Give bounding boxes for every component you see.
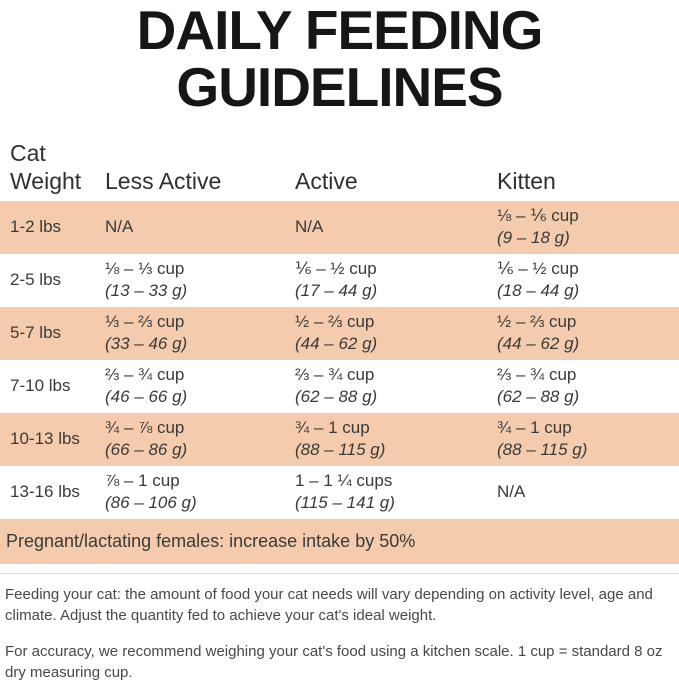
feeding-cell-kitten: N/A (497, 481, 679, 503)
cups-value: ⅔ – ¾ cup (105, 365, 185, 385)
footer-note-feeding: Feeding your cat: the amount of food you… (5, 585, 653, 624)
feeding-cell-kitten: ⅙ – ½ cup (18 – 44 g) (497, 258, 679, 302)
table-row-13-16-lbs: 13-16 lbs ⅞ – 1 cup (86 – 106 g) 1 – 1 ¼… (0, 466, 679, 519)
cups-value: ⅞ – 1 cup (105, 471, 180, 491)
grams-value: (115 – 141 g) (295, 493, 395, 513)
cups-value: ¾ – 1 cup (295, 418, 370, 438)
table-row-1-2-lbs: 1-2 lbs N/A N/A ⅛ – ⅙ cup (9 – 18 g) (0, 200, 679, 254)
cups-value: ¾ – ⅞ cup (105, 418, 185, 438)
grams-value: (88 – 115 g) (295, 440, 386, 460)
grams-value: (44 – 62 g) (497, 334, 580, 354)
feeding-cell-kitten: ⅔ – ¾ cup (62 – 88 g) (497, 364, 679, 408)
cups-value: N/A (497, 482, 526, 502)
feeding-cell-less-active: ⅔ – ¾ cup (46 – 66 g) (105, 364, 295, 408)
feeding-cell-active: ½ – ⅔ cup (44 – 62 g) (295, 311, 497, 355)
header-active: Active (295, 167, 358, 194)
cups-value: ¾ – 1 cup (497, 418, 572, 438)
pregnancy-note-row: Pregnant/lactating females: increase int… (0, 518, 679, 564)
cups-value: ⅛ – ⅓ cup (105, 259, 185, 279)
grams-value: (33 – 46 g) (105, 334, 188, 354)
page-title: DAILY FEEDING GUIDELINES (0, 0, 679, 116)
grams-value: (18 – 44 g) (497, 281, 580, 301)
feeding-cell-active: ⅙ – ½ cup (17 – 44 g) (295, 258, 497, 302)
table-row-7-10-lbs: 7-10 lbs ⅔ – ¾ cup (46 – 66 g) ⅔ – ¾ cup… (0, 360, 679, 413)
pregnancy-note-text: Pregnant/lactating females: increase int… (6, 530, 416, 551)
feeding-cell-active: ⅔ – ¾ cup (62 – 88 g) (295, 364, 497, 408)
feeding-cell-active: ¾ – 1 cup (88 – 115 g) (295, 417, 497, 461)
cups-value: ½ – ⅔ cup (295, 312, 375, 332)
divider-line (0, 572, 679, 574)
grams-value: (66 – 86 g) (105, 440, 188, 460)
grams-value: (9 – 18 g) (497, 228, 570, 248)
table-row-2-5-lbs: 2-5 lbs ⅛ – ⅓ cup (13 – 33 g) ⅙ – ½ cup … (0, 254, 679, 307)
grams-value: (17 – 44 g) (295, 281, 378, 301)
feeding-cell-less-active: ¾ – ⅞ cup (66 – 86 g) (105, 417, 295, 461)
header-cat-weight: Cat Weight (10, 140, 82, 194)
footer-note-accuracy: For accuracy, we recommend weighing your… (5, 642, 663, 681)
grams-value: (13 – 33 g) (105, 281, 188, 301)
grams-value: (88 – 115 g) (497, 440, 588, 460)
grams-value: (86 – 106 g) (105, 493, 197, 513)
page-title-line-2: GUIDELINES (176, 56, 503, 119)
grams-value: (46 – 66 g) (105, 387, 188, 407)
cups-value: N/A (105, 217, 134, 237)
header-less-active: Less Active (105, 167, 222, 194)
grams-value: (62 – 88 g) (295, 387, 378, 407)
weight-label: 13-16 lbs (10, 482, 80, 502)
weight-label: 2-5 lbs (10, 270, 62, 290)
feeding-cell-active: 1 – 1 ¼ cups (115 – 141 g) (295, 470, 497, 514)
cups-value: ⅙ – ½ cup (295, 259, 377, 279)
feeding-cell-kitten: ¾ – 1 cup (88 – 115 g) (497, 417, 679, 461)
feeding-guidelines-table: Cat Weight Less Active Active Kitten 1-2… (0, 140, 679, 564)
cups-value: N/A (295, 217, 324, 237)
feeding-cell-less-active: ⅞ – 1 cup (86 – 106 g) (105, 470, 295, 514)
header-kitten: Kitten (497, 167, 556, 194)
grams-value: (62 – 88 g) (497, 387, 580, 407)
cups-value: ⅛ – ⅙ cup (497, 206, 579, 226)
feeding-cell-kitten: ½ – ⅔ cup (44 – 62 g) (497, 311, 679, 355)
weight-label: 10-13 lbs (10, 429, 80, 449)
weight-label: 5-7 lbs (10, 323, 62, 343)
table-row-5-7-lbs: 5-7 lbs ⅓ – ⅔ cup (33 – 46 g) ½ – ⅔ cup … (0, 306, 679, 360)
cups-value: 1 – 1 ¼ cups (295, 471, 393, 491)
cups-value: ⅙ – ½ cup (497, 259, 579, 279)
cups-value: ⅔ – ¾ cup (497, 365, 577, 385)
weight-label: 1-2 lbs (10, 217, 62, 237)
weight-label: 7-10 lbs (10, 376, 71, 396)
feeding-cell-less-active: N/A (105, 216, 295, 238)
cups-value: ½ – ⅔ cup (497, 312, 577, 332)
feeding-cell-less-active: ⅛ – ⅓ cup (13 – 33 g) (105, 258, 295, 302)
footer-notes: Feeding your cat: the amount of food you… (0, 574, 679, 683)
feeding-cell-less-active: ⅓ – ⅔ cup (33 – 46 g) (105, 311, 295, 355)
grams-value: (44 – 62 g) (295, 334, 378, 354)
page-title-line-1: DAILY FEEDING (136, 0, 544, 61)
table-row-10-13-lbs: 10-13 lbs ¾ – ⅞ cup (66 – 86 g) ¾ – 1 cu… (0, 412, 679, 466)
cups-value: ⅓ – ⅔ cup (105, 312, 185, 332)
feeding-cell-active: N/A (295, 216, 497, 238)
feeding-cell-kitten: ⅛ – ⅙ cup (9 – 18 g) (497, 205, 679, 249)
table-header-row: Cat Weight Less Active Active Kitten (0, 140, 679, 200)
cups-value: ⅔ – ¾ cup (295, 365, 375, 385)
